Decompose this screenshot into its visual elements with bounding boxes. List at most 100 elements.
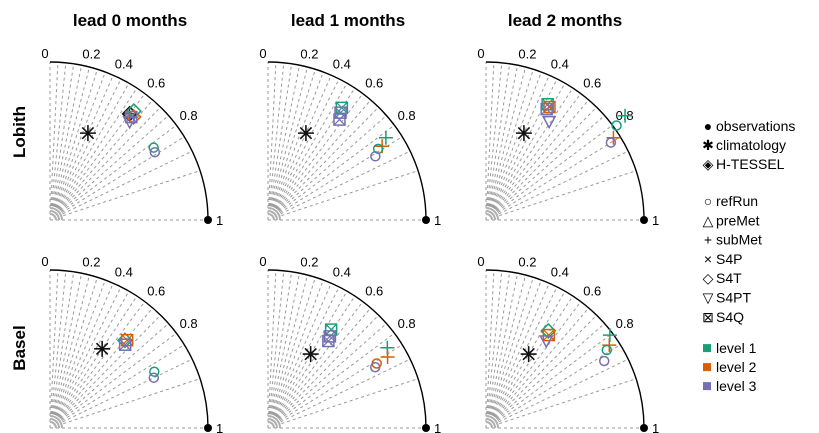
- corr-tick-label: 0.4: [333, 57, 351, 72]
- grid-ray: [268, 65, 284, 207]
- corr-tick-label: 0.4: [115, 57, 133, 72]
- corr-tick-label: 0.6: [147, 75, 165, 90]
- corr-tick-label: 0.4: [333, 265, 351, 280]
- legend-item: ⊠ S4Q: [702, 309, 744, 325]
- point-asterisk: [79, 125, 96, 142]
- observations-point: [640, 424, 648, 432]
- observations-point: [204, 216, 212, 224]
- grid-ray: [273, 289, 339, 416]
- plus-icon: +: [704, 232, 712, 248]
- inner-arc: [485, 213, 493, 221]
- triangle-icon: △: [703, 212, 714, 228]
- grid-ray: [60, 126, 175, 213]
- corr-tick-label: 0: [477, 254, 484, 269]
- point-circle: [149, 147, 161, 158]
- grid-ray: [273, 285, 331, 416]
- point-asterisk: [302, 346, 319, 363]
- grid-ray: [50, 273, 66, 415]
- inner-arc: [485, 210, 496, 221]
- corr-tick-label: 0.2: [518, 254, 536, 269]
- corr-tick-label: 0.6: [365, 75, 383, 90]
- grid-ray: [61, 345, 183, 422]
- corr-tick-label: 0.2: [82, 254, 100, 269]
- point-circle: [369, 361, 381, 373]
- legend-level-item: level 3: [703, 378, 757, 394]
- circle-icon: ○: [704, 193, 712, 209]
- row-header-lobith: Lobith: [10, 106, 29, 158]
- legend-item: ○ refRun: [704, 193, 758, 209]
- grid-ray: [53, 279, 97, 415]
- corr-tick-label: 0.4: [551, 57, 569, 72]
- corr-tick-label: 0.8: [180, 108, 198, 123]
- grid-ray: [486, 65, 502, 207]
- point-downtri: [541, 115, 557, 130]
- corr-tick-label: 1: [652, 421, 659, 433]
- grid-ray: [60, 334, 175, 421]
- corr-tick-label: 0: [41, 46, 48, 61]
- corr-tick-label: 1: [652, 213, 659, 228]
- legend-item: ◇ S4T: [703, 270, 743, 286]
- grid-ray: [499, 171, 634, 217]
- legend-item: ▽ S4PT: [703, 290, 752, 306]
- corr-tick-label: 0.2: [82, 46, 100, 61]
- point-circle: [605, 137, 617, 148]
- point-diamond: [125, 103, 142, 120]
- legend-item: ● observations: [704, 118, 796, 134]
- legend: ● observations✱ climatology◈ H-TESSEL○ refRu…: [702, 118, 795, 394]
- legend-label: refRun: [716, 193, 758, 209]
- point-plus: [378, 130, 393, 145]
- grid-ray: [278, 325, 385, 420]
- grid-ray: [491, 285, 549, 416]
- legend-label: S4PT: [716, 290, 751, 306]
- corr-tick-label: 0: [41, 254, 48, 269]
- grid-ray: [62, 359, 190, 423]
- grid-ray: [268, 273, 277, 415]
- corr-tick-label: 0.6: [365, 283, 383, 298]
- grid-ray: [280, 151, 408, 215]
- point-downtri: [122, 116, 137, 130]
- column-header-lead-1: lead 1 months: [291, 11, 405, 30]
- legend-label: subMet: [716, 232, 762, 248]
- legend-item: + subMet: [704, 232, 762, 248]
- grid-ray: [486, 65, 495, 207]
- grid-ray: [271, 71, 315, 207]
- point-circle: [601, 344, 613, 356]
- grid-ray: [268, 273, 284, 415]
- taylor-panels: 0 0.2 0.4 0.6 0.8 1 0 0.2 0.4 0.6 0.8 1 0 0.2 0.4 0.6 0.…: [41, 46, 659, 433]
- grid-ray: [268, 65, 277, 207]
- corr-tick-label: 1: [216, 421, 223, 433]
- grid-ray: [57, 90, 136, 209]
- grid-ray: [494, 101, 588, 210]
- grid-ray: [55, 289, 121, 416]
- grid-ray: [496, 325, 603, 420]
- inner-arc: [49, 415, 63, 429]
- grid-ray: [62, 151, 190, 215]
- grid-ray: [55, 77, 113, 208]
- corr-tick-label: 0: [477, 46, 484, 61]
- point-boxx: [542, 328, 556, 342]
- grid-ray: [491, 289, 557, 416]
- corr-tick-label: 0.6: [583, 75, 601, 90]
- point-circle: [370, 151, 381, 162]
- corr-tick-label: 0.2: [300, 254, 318, 269]
- corr-tick-label: 0.4: [551, 265, 569, 280]
- point-plus: [618, 108, 633, 123]
- point-boxx: [118, 338, 132, 351]
- inner-arc: [267, 207, 281, 221]
- sd-arc: [49, 61, 209, 221]
- corr-tick-label: 1: [216, 213, 223, 228]
- corr-tick-label: 0.4: [115, 265, 133, 280]
- corr-tick-label: 0: [259, 46, 266, 61]
- point-asterisk: [520, 346, 537, 363]
- corr-tick-label: 1: [434, 213, 441, 228]
- legend-label: S4P: [716, 251, 742, 267]
- grid-ray: [491, 77, 549, 208]
- observations-point: [204, 424, 212, 432]
- inner-arc: [49, 210, 60, 221]
- grid-ray: [499, 379, 634, 425]
- row-header-basel: Basel: [10, 325, 29, 370]
- sd-arc: [485, 269, 645, 429]
- taylor-panel-3: 0 0.2 0.4 0.6 0.8 1: [41, 254, 223, 433]
- grid-ray: [496, 126, 611, 213]
